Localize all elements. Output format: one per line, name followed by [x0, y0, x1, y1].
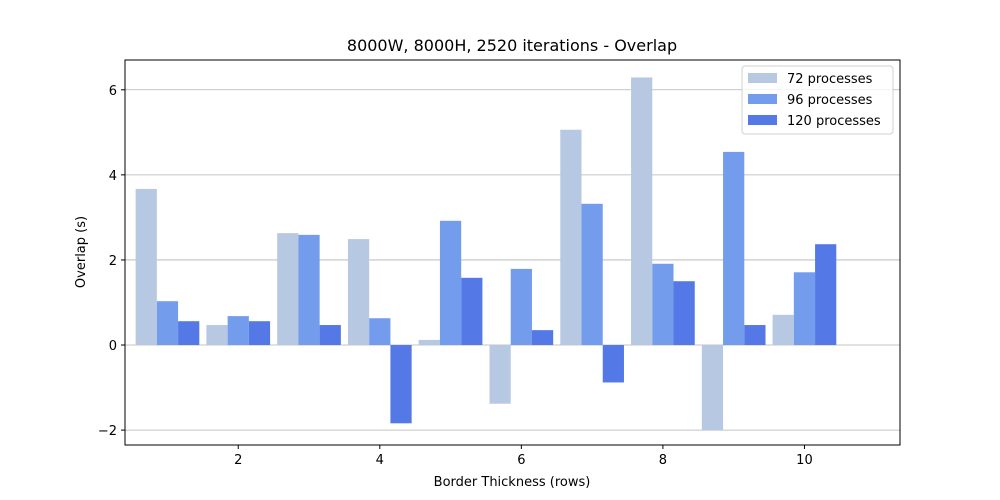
legend-label: 96 processes — [787, 93, 873, 108]
bar-96-processes-4 — [369, 318, 391, 346]
y-gridlines — [125, 89, 900, 431]
bar-96-processes-8 — [652, 263, 674, 346]
bar-96-processes-6 — [510, 268, 532, 346]
bar-72-processes-1 — [135, 188, 157, 346]
x-tick-label: 8 — [659, 453, 667, 468]
bar-96-processes-2 — [227, 316, 249, 346]
bar-96-processes-5 — [439, 220, 462, 346]
y-tick-label: 0 — [109, 339, 117, 354]
bar-72-processes-9 — [701, 345, 724, 431]
bar-120-processes-3 — [319, 325, 341, 346]
legend-swatch — [748, 94, 777, 104]
bar-120-processes-1 — [178, 321, 200, 346]
y-tick-label: 4 — [109, 169, 117, 184]
bar-96-processes-7 — [581, 203, 603, 346]
bar-96-processes-1 — [156, 301, 179, 346]
y-tick-label: 6 — [109, 84, 117, 99]
bar-120-processes-5 — [461, 277, 483, 346]
legend: 72 processes 96 processes 120 processes — [741, 65, 894, 135]
legend-swatch — [748, 73, 777, 83]
x-axis-ticks: 2 4 6 8 10 — [234, 445, 813, 468]
x-tick-label: 6 — [517, 453, 525, 468]
y-tick-label: 2 — [109, 254, 117, 269]
bar-72-processes-6 — [489, 345, 511, 404]
x-tick-label: 4 — [376, 453, 384, 468]
y-axis-ticks: −2 0 2 4 6 — [98, 84, 125, 439]
x-axis-label: Border Thickness (rows) — [434, 475, 591, 490]
bar-72-processes-2 — [206, 325, 228, 346]
bar-72-processes-7 — [560, 129, 582, 346]
legend-swatch — [748, 115, 777, 125]
chart-title: 8000W, 8000H, 2520 iterations - Overlap — [347, 36, 677, 55]
y-tick-label: −2 — [98, 424, 117, 439]
bar-96-processes-3 — [298, 234, 320, 346]
bar-72-processes-8 — [631, 77, 653, 346]
bars — [135, 77, 837, 431]
bar-72-processes-3 — [277, 233, 299, 346]
bar-72-processes-5 — [418, 339, 440, 346]
legend-label: 72 processes — [787, 72, 873, 87]
bar-120-processes-4 — [390, 345, 412, 424]
legend-label: 120 processes — [787, 114, 881, 129]
y-axis-label: Overlap (s) — [74, 216, 89, 288]
legend-box — [741, 65, 894, 135]
bar-120-processes-6 — [531, 330, 554, 346]
x-tick-label: 10 — [796, 453, 813, 468]
bar-96-processes-10 — [793, 272, 816, 346]
x-tick-label: 2 — [234, 453, 242, 468]
bar-120-processes-9 — [744, 325, 766, 346]
bar-72-processes-10 — [772, 314, 794, 346]
bar-120-processes-8 — [673, 281, 695, 346]
plot-frame — [124, 59, 901, 446]
bar-120-processes-2 — [248, 321, 271, 346]
bar-120-processes-7 — [602, 345, 624, 383]
bar-120-processes-10 — [815, 244, 837, 346]
bar-96-processes-9 — [723, 151, 745, 346]
bar-72-processes-4 — [347, 239, 370, 346]
